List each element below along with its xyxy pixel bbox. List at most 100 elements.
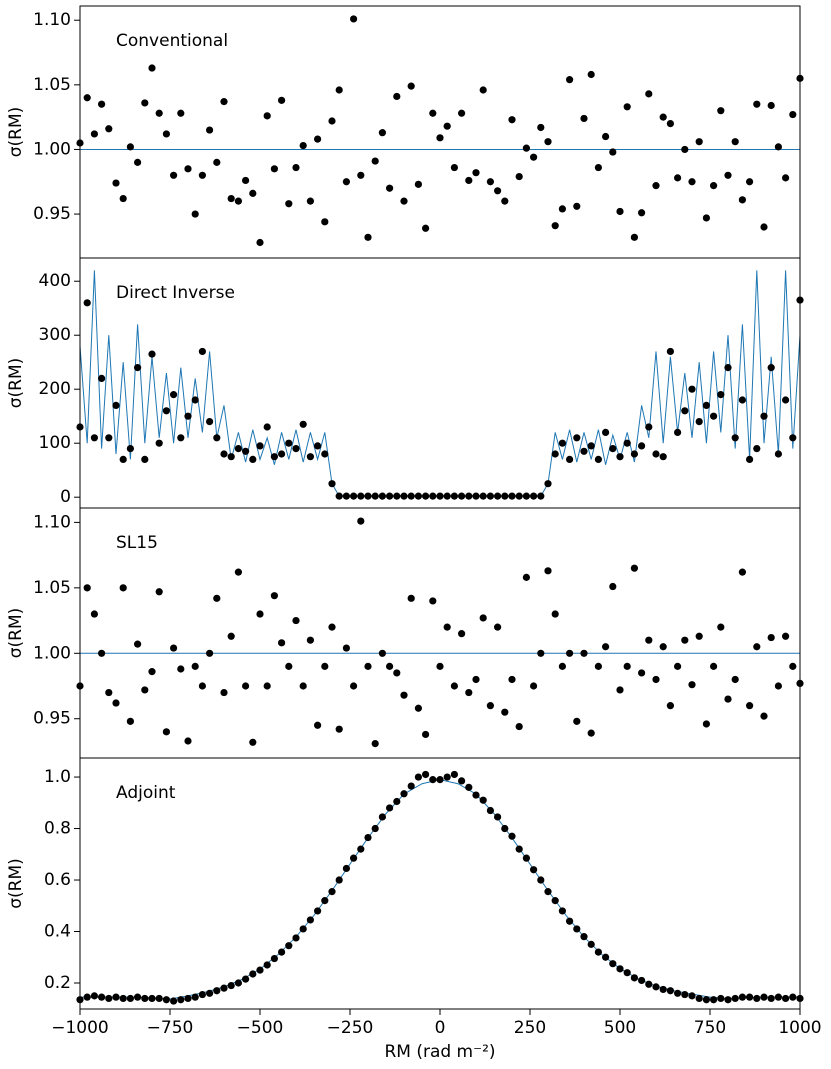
point [335, 725, 343, 733]
point [234, 979, 242, 987]
point [486, 702, 494, 710]
point [198, 990, 206, 999]
point [789, 434, 797, 442]
point [674, 428, 682, 437]
point [666, 120, 675, 128]
point [90, 130, 98, 138]
panel-label: Direct Inverse [116, 283, 235, 303]
point [515, 845, 523, 853]
point [738, 396, 747, 404]
point [450, 770, 458, 779]
x-tick-label: −1000 [51, 1018, 109, 1038]
point [472, 675, 480, 684]
point [566, 917, 574, 925]
point [407, 82, 415, 90]
point [429, 492, 437, 500]
point [198, 171, 206, 179]
point [213, 158, 221, 166]
point [90, 610, 98, 618]
point [350, 854, 358, 862]
point [544, 567, 552, 575]
panel: 0.2 0.4 0.6 0.8 1.0 −1000 −750 −500 −250 0 250 500 7… [6, 757, 822, 1062]
point [638, 442, 646, 450]
y-tick-label: 0.2 [44, 973, 71, 993]
point [407, 782, 415, 790]
point [573, 434, 581, 442]
point [746, 993, 754, 1001]
point [249, 738, 257, 746]
point [573, 717, 581, 725]
point [587, 442, 595, 450]
x-tick-label: −500 [237, 1018, 284, 1038]
y-tick-label: 0.6 [44, 870, 71, 890]
point [206, 989, 214, 997]
point [429, 776, 437, 784]
point [710, 412, 718, 420]
point [782, 994, 790, 1003]
panel: 0 100 200 300 400 Direct Inverse σ(RM) [6, 257, 804, 509]
point [393, 669, 401, 677]
point [98, 649, 106, 657]
point [184, 412, 192, 420]
point [638, 976, 646, 985]
point [83, 94, 91, 102]
point [436, 662, 444, 670]
point [278, 450, 286, 458]
x-tick-label: −250 [327, 1018, 374, 1038]
point [616, 453, 624, 461]
point [148, 64, 156, 72]
point [328, 888, 336, 896]
point [616, 207, 624, 216]
point [83, 299, 91, 307]
point [155, 994, 163, 1003]
point [630, 974, 639, 982]
point [256, 442, 264, 450]
point [551, 897, 559, 905]
point [731, 994, 739, 1003]
point [702, 401, 711, 410]
point [299, 925, 307, 933]
y-tick-label: 200 [39, 379, 71, 399]
point [292, 163, 300, 172]
point [119, 994, 127, 1003]
point [688, 992, 696, 1000]
point [314, 721, 322, 729]
point [422, 730, 430, 739]
point [602, 643, 610, 651]
point [98, 374, 106, 383]
point [746, 455, 754, 464]
point [306, 197, 314, 205]
point [350, 492, 358, 500]
point [688, 178, 696, 186]
point [191, 993, 199, 1001]
point [674, 174, 682, 182]
point [486, 178, 494, 186]
point [306, 636, 314, 644]
point [350, 682, 358, 690]
point [760, 223, 768, 231]
point [335, 876, 343, 884]
point [148, 668, 156, 676]
point [774, 682, 783, 690]
y-tick-label: 300 [39, 325, 71, 345]
y-tick-label: 0.8 [44, 819, 71, 839]
y-tick-label: 1.05 [33, 75, 71, 95]
point [112, 401, 120, 410]
point [306, 916, 314, 924]
point [645, 636, 653, 644]
point [782, 174, 790, 182]
point [695, 632, 703, 640]
point [522, 144, 531, 152]
point [659, 453, 667, 461]
point [285, 942, 293, 950]
point [393, 92, 401, 101]
point [638, 669, 646, 677]
point [652, 450, 660, 458]
point [544, 138, 552, 146]
point [400, 197, 408, 205]
panel-label: Adjoint [116, 783, 176, 803]
x-tick-label: 0 [435, 1018, 446, 1038]
x-tick-label: 250 [514, 1018, 546, 1038]
point [414, 704, 422, 712]
point [328, 480, 336, 488]
